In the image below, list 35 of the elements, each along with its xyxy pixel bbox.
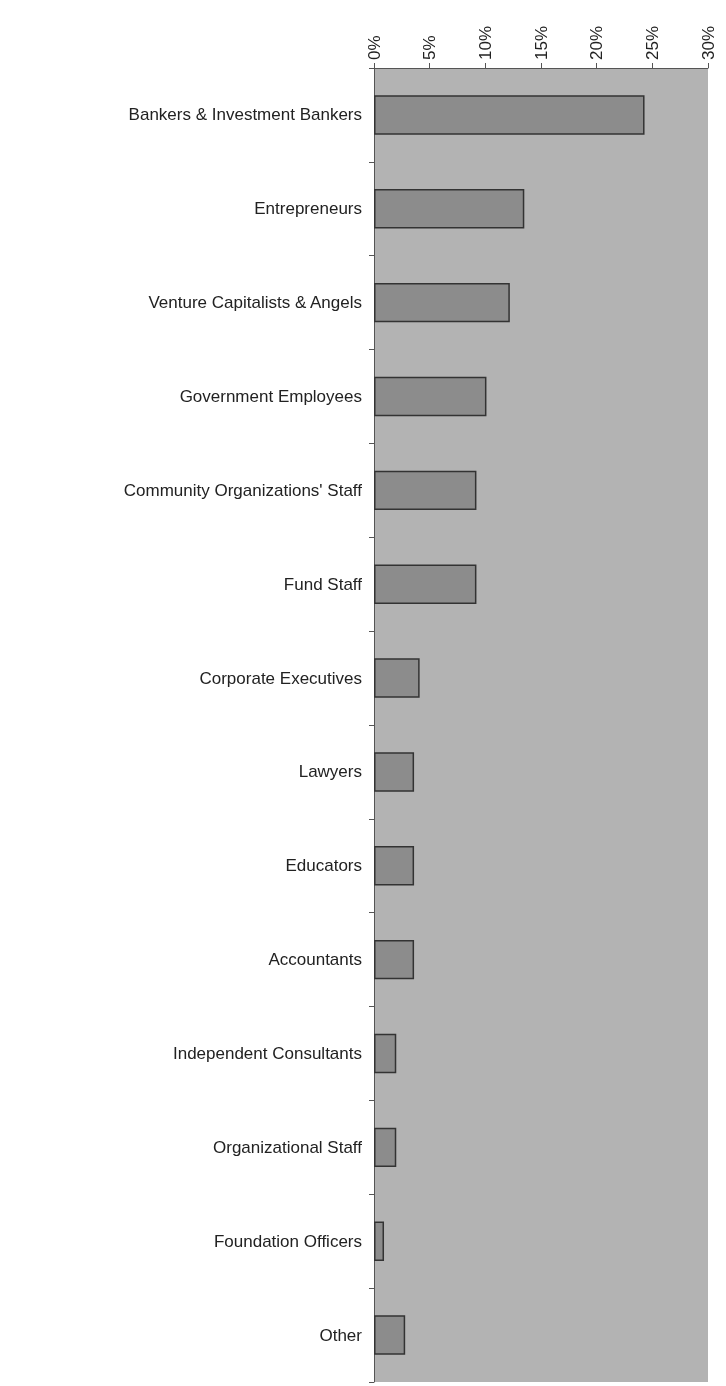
bar: [374, 189, 525, 229]
y-tick-label: Independent Consultants: [172, 1044, 362, 1063]
y-tick-label: Educators: [285, 856, 362, 876]
bar: [374, 1221, 385, 1261]
bar: [374, 95, 645, 135]
x-tick-label: 20%: [587, 25, 607, 60]
bar: [374, 1315, 406, 1355]
x-tick-label: 15%: [531, 25, 551, 60]
y-tick-label: Lawyers: [298, 762, 362, 782]
bar: [374, 939, 415, 980]
y-tick-label: Bankers & Investment Bankers: [128, 105, 362, 125]
y-tick-label: Organizational Staff: [213, 1137, 363, 1157]
bar: [374, 376, 487, 417]
y-tick-label: Corporate Executives: [199, 668, 362, 688]
bar: [374, 564, 477, 604]
x-tick-label: 30%: [698, 25, 718, 60]
bar: [374, 282, 510, 323]
bar: [374, 1033, 397, 1074]
y-tick-label: Government Employees: [179, 387, 362, 406]
x-tick-label: 25%: [642, 25, 662, 60]
x-tick-label: 10%: [475, 25, 495, 60]
y-tick-label: Community Organizations' Staff: [123, 480, 363, 500]
y-tick-label: Entrepreneurs: [254, 199, 362, 219]
y-tick-label: Other: [319, 1325, 363, 1345]
y-tick-label: Accountants: [268, 950, 362, 970]
bar: [374, 846, 415, 886]
y-tick-label: Foundation Officers: [213, 1231, 362, 1251]
bar: [374, 752, 415, 792]
y-tick-label: Fund Staff: [283, 574, 363, 594]
x-tick-label: 5%: [420, 35, 440, 60]
y-tick-label: Venture Capitalists & Angels: [148, 293, 362, 313]
x-tick-label: 0%: [364, 35, 384, 60]
bar: [374, 470, 477, 511]
bar: [374, 658, 420, 698]
bar: [374, 1127, 397, 1168]
